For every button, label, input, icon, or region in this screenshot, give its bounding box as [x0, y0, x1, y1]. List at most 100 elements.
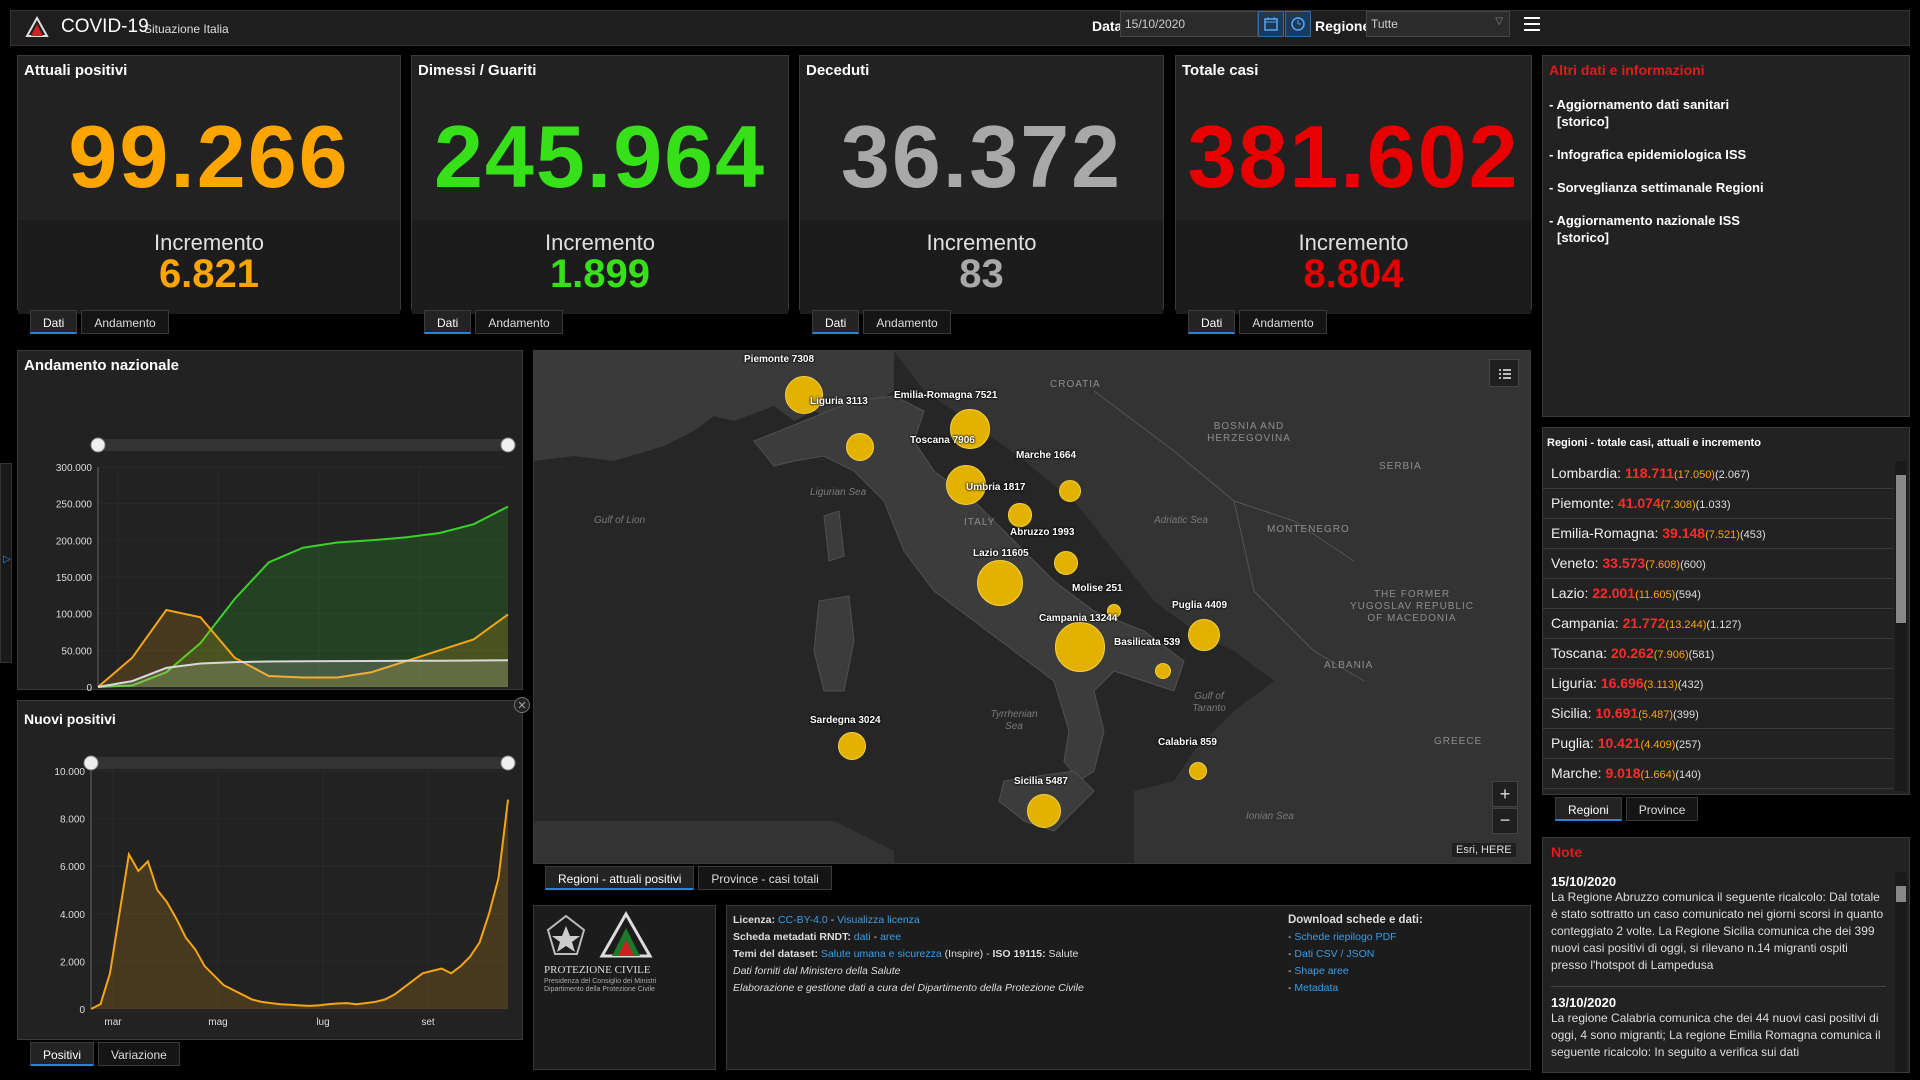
- region-attuali: (1.664): [1640, 769, 1676, 781]
- bubble-molise[interactable]: [1107, 604, 1121, 618]
- info-link-sub[interactable]: [storico]: [1557, 230, 1609, 245]
- clock-button[interactable]: [1285, 11, 1311, 37]
- visualizza-licenza-link[interactable]: Visualizza licenza: [837, 914, 920, 926]
- kpi-dimessi-guariti: Dimessi / Guariti 245.964 Incremento 1.8…: [411, 55, 789, 314]
- calendar-icon: [1264, 17, 1278, 31]
- bubble-emilia-romagna[interactable]: [950, 409, 990, 449]
- tab-andamento[interactable]: Andamento: [475, 310, 563, 334]
- bubble-liguria[interactable]: [845, 432, 875, 462]
- date-input[interactable]: 15/10/2020: [1120, 11, 1258, 37]
- bubble-umbria[interactable]: [1008, 503, 1032, 527]
- bubble-lazio[interactable]: [976, 559, 1024, 607]
- info-link-aggiornamento[interactable]: - Aggiornamento dati sanitari [storico]: [1549, 96, 1903, 130]
- info-title: Altri dati e informazioni: [1549, 62, 1705, 78]
- download-pdf-link[interactable]: Schede riepilogo PDF: [1294, 931, 1397, 943]
- range-slider-handle[interactable]: [500, 755, 516, 771]
- scheda-aree-link[interactable]: aree: [880, 931, 902, 943]
- info-link-infografica[interactable]: - Infografica epidemiologica ISS: [1549, 146, 1903, 163]
- scheda-dati-link[interactable]: dati: [853, 931, 871, 943]
- bubble-calabria[interactable]: [1188, 761, 1208, 781]
- download-metadata-link[interactable]: Metadata: [1294, 982, 1339, 994]
- series-area: [98, 660, 508, 687]
- region-row[interactable]: Campania: 21.772(13.244)(1.127): [1543, 609, 1893, 639]
- map-tabs: Regioni - attuali positivi Province - ca…: [545, 866, 832, 890]
- range-slider-handle[interactable]: [500, 437, 516, 453]
- region-row[interactable]: Lazio: 22.001(11.605)(594): [1543, 579, 1893, 609]
- region-attuali: (13.244): [1665, 619, 1707, 631]
- x-tick-label: mar: [104, 1017, 122, 1028]
- kpi-attuali-positivi: Attuali positivi 99.266 Incremento 6.821: [17, 55, 401, 314]
- region-row[interactable]: Marche: 9.018(1.664)(140): [1543, 759, 1893, 789]
- tab-positivi[interactable]: Positivi: [30, 1042, 95, 1066]
- region-name: Liguria:: [1551, 675, 1597, 691]
- zoom-in-button[interactable]: +: [1492, 781, 1518, 807]
- region-incremento: (1.033): [1695, 499, 1731, 511]
- tab-dati[interactable]: Dati: [1188, 310, 1236, 334]
- bubble-label: Lazio 11605: [973, 548, 1029, 559]
- region-row[interactable]: Sicilia: 10.691(5.487)(399): [1543, 699, 1893, 729]
- info-link-sub[interactable]: [storico]: [1557, 114, 1609, 129]
- licenza-link[interactable]: CC-BY-4.0: [777, 914, 828, 926]
- header-bar: COVID-19 Situazione Italia Data 15/10/20…: [10, 10, 1910, 46]
- region-row[interactable]: Toscana: 20.262(7.906)(581): [1543, 639, 1893, 669]
- info-link-nazionale[interactable]: - Aggiornamento nazionale ISS [storico]: [1549, 212, 1903, 246]
- range-slider-track: [91, 757, 508, 769]
- range-slider-handle[interactable]: [83, 755, 99, 771]
- map[interactable]: + − Esri, HERE CROATIA BOSNIA AND HERZEG…: [533, 350, 1531, 864]
- sidebar-toggle[interactable]: ▷: [0, 463, 12, 663]
- tab-dati[interactable]: Dati: [30, 310, 78, 334]
- header: COVID-19 Situazione Italia Data 15/10/20…: [0, 0, 1920, 52]
- range-slider-handle[interactable]: [90, 437, 106, 453]
- tab-andamento[interactable]: Andamento: [1239, 310, 1327, 334]
- tab-province[interactable]: Province: [1625, 797, 1699, 821]
- tab-andamento[interactable]: Andamento: [863, 310, 951, 334]
- bubble-basilicata[interactable]: [1154, 662, 1172, 680]
- tab-dati[interactable]: Dati: [424, 310, 472, 334]
- country-label: ITALY: [964, 517, 996, 528]
- region-row[interactable]: Emilia-Romagna: 39.148(7.521)(453): [1543, 519, 1893, 549]
- bubble-puglia[interactable]: [1188, 619, 1220, 651]
- licenza-label: Licenza:: [733, 914, 776, 926]
- zoom-out-button[interactable]: −: [1492, 808, 1518, 834]
- bubble-marche[interactable]: [1058, 479, 1082, 503]
- region-select[interactable]: Tutte ▽: [1366, 11, 1510, 37]
- download-shape-link[interactable]: Shape aree: [1294, 965, 1349, 977]
- bubble-campania[interactable]: [1055, 622, 1105, 672]
- bubble-sicilia[interactable]: [1026, 793, 1062, 829]
- region-row[interactable]: Puglia: 10.421(4.409)(257): [1543, 729, 1893, 759]
- bubble-toscana[interactable]: [945, 464, 986, 505]
- region-name: Campania:: [1551, 615, 1619, 631]
- region-name: Sicilia:: [1551, 705, 1592, 721]
- bubble-sardegna[interactable]: [838, 732, 866, 760]
- tab-province-casi-totali[interactable]: Province - casi totali: [698, 866, 832, 890]
- calendar-button[interactable]: [1258, 11, 1284, 37]
- series-line: [97, 608, 509, 688]
- map-legend-button[interactable]: [1489, 359, 1519, 387]
- regions-list[interactable]: Lombardia: 118.711(17.050)(2.067) Piemont…: [1543, 459, 1893, 789]
- tab-regioni[interactable]: Regioni: [1555, 797, 1622, 821]
- expand-button[interactable]: [514, 697, 530, 713]
- tab-regioni-attuali-positivi[interactable]: Regioni - attuali positivi: [545, 866, 695, 890]
- region-row[interactable]: Lombardia: 118.711(17.050)(2.067): [1543, 459, 1893, 489]
- region-row[interactable]: Piemonte: 41.074(7.308)(1.033): [1543, 489, 1893, 519]
- tab-andamento[interactable]: Andamento: [81, 310, 169, 334]
- notes-title: Note: [1551, 844, 1583, 860]
- scrollbar-thumb[interactable]: [1896, 475, 1906, 623]
- scrollbar-thumb[interactable]: [1896, 886, 1906, 902]
- bubble-abruzzo[interactable]: [1053, 550, 1079, 576]
- note-divider: [1551, 986, 1886, 987]
- temi-link[interactable]: Salute umana e sicurezza: [820, 948, 942, 960]
- y-tick-label: 2.000: [60, 957, 85, 968]
- tab-dati[interactable]: Dati: [812, 310, 860, 334]
- region-row[interactable]: Liguria: 16.696(3.113)(432): [1543, 669, 1893, 699]
- download-csv-link[interactable]: Dati CSV / JSON: [1294, 948, 1375, 960]
- region-row[interactable]: Veneto: 33.573(7.608)(600): [1543, 549, 1893, 579]
- region-attuali: (7.906): [1653, 649, 1689, 661]
- y-tick-label: 8.000: [60, 815, 85, 826]
- menu-button[interactable]: [1516, 11, 1546, 37]
- info-link-sorveglianza[interactable]: - Sorveglianza settimanale Regioni: [1549, 179, 1903, 196]
- regions-scrollbar[interactable]: [1895, 461, 1907, 791]
- bubble-piemonte[interactable]: [784, 375, 824, 415]
- tab-variazione[interactable]: Variazione: [98, 1042, 180, 1066]
- notes-scrollbar[interactable]: [1895, 872, 1907, 1072]
